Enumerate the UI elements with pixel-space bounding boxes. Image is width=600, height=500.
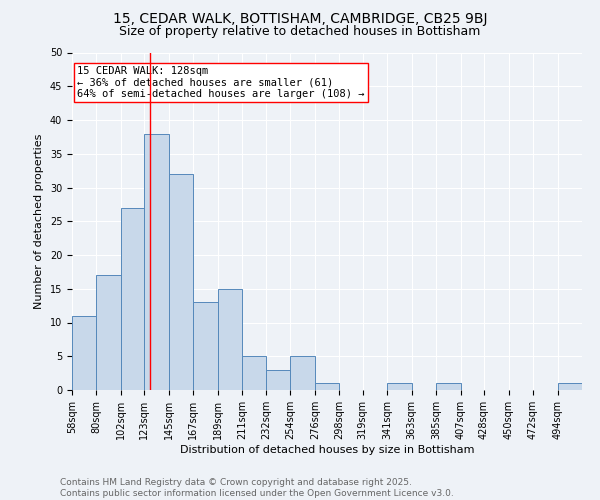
Bar [290,356,315,390]
Text: Size of property relative to detached houses in Bottisham: Size of property relative to detached ho… [119,25,481,38]
Bar [218,289,242,390]
Bar [242,356,266,390]
Bar [557,383,582,390]
Bar [169,174,193,390]
Text: 15 CEDAR WALK: 128sqm
← 36% of detached houses are smaller (61)
64% of semi-deta: 15 CEDAR WALK: 128sqm ← 36% of detached … [77,66,365,99]
Bar [97,275,121,390]
X-axis label: Distribution of detached houses by size in Bottisham: Distribution of detached houses by size … [180,444,474,454]
Y-axis label: Number of detached properties: Number of detached properties [34,134,44,309]
Bar [315,383,339,390]
Bar [72,316,97,390]
Bar [266,370,290,390]
Text: Contains HM Land Registry data © Crown copyright and database right 2025.
Contai: Contains HM Land Registry data © Crown c… [60,478,454,498]
Bar [193,302,218,390]
Bar [436,383,461,390]
Bar [387,383,412,390]
Bar [121,208,145,390]
Text: 15, CEDAR WALK, BOTTISHAM, CAMBRIDGE, CB25 9BJ: 15, CEDAR WALK, BOTTISHAM, CAMBRIDGE, CB… [113,12,487,26]
Bar [145,134,169,390]
